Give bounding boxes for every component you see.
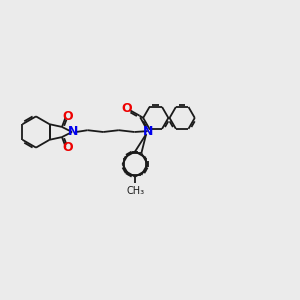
- Text: O: O: [122, 102, 132, 116]
- Text: N: N: [68, 125, 78, 138]
- Text: O: O: [63, 141, 73, 154]
- Text: CH₃: CH₃: [126, 186, 144, 196]
- Text: O: O: [63, 110, 73, 123]
- Text: N: N: [142, 124, 153, 138]
